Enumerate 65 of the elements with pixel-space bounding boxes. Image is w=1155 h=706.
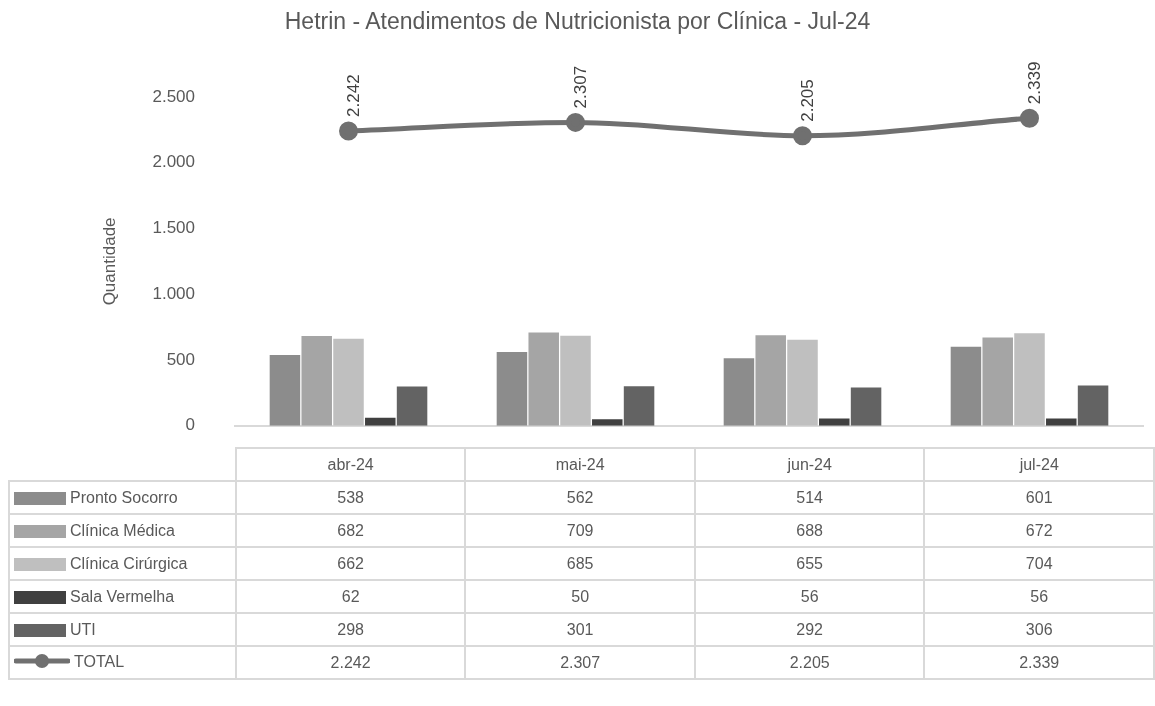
legend-label: UTI (9, 613, 236, 646)
bar (787, 339, 818, 426)
bar (301, 336, 332, 426)
bar (1014, 333, 1045, 426)
text: 2.205 (798, 79, 818, 122)
bar (819, 418, 850, 426)
data-label: 672 (924, 514, 1154, 547)
data-label: 62 (235, 580, 466, 613)
bar (723, 358, 755, 426)
text: 2.307 (571, 65, 591, 109)
bar (592, 419, 623, 426)
data-label: 682 (235, 514, 466, 547)
data-label: 709 (465, 514, 695, 547)
data-label: 2.307 (465, 646, 695, 679)
y-tick-label: 500 (166, 349, 195, 369)
bar (333, 338, 364, 426)
y-tick-label: 1.000 (152, 283, 195, 303)
data-label: 2.339 (924, 646, 1154, 679)
data-label: 56 (694, 580, 925, 613)
data-label: 292 (694, 613, 925, 646)
data-label: 306 (924, 613, 1154, 646)
legend-label: Clínica Cirúrgica (9, 547, 236, 580)
text: 2.339 (1025, 61, 1045, 105)
data-label: 514 (694, 481, 925, 514)
data-label: 688 (694, 514, 925, 547)
data-label: 655 (694, 547, 925, 580)
data-label: 2.242 (235, 646, 466, 679)
x-tick-label: mai-24 (465, 448, 695, 481)
data-label: 56 (924, 580, 1154, 613)
data-label: 662 (235, 547, 466, 580)
y-axis-title: Quantidade (99, 217, 119, 306)
chart-title: Hetrin - Atendimentos de Nutricionista por Clínica - Jul-24 (283, 8, 872, 35)
data-label: 562 (465, 481, 695, 514)
data-label: 301 (465, 613, 695, 646)
data-label: 2.205 (694, 646, 925, 679)
data-label: 298 (235, 613, 466, 646)
bar (496, 351, 528, 426)
y-tick-label: 1.500 (152, 218, 195, 238)
data-label: 685 (465, 547, 695, 580)
bar (850, 387, 882, 426)
bar (560, 335, 591, 426)
legend-label: TOTAL (9, 646, 236, 679)
bar (1046, 418, 1077, 426)
legend-label: Sala Vermelha (9, 580, 236, 613)
legend-label: Clínica Médica (9, 514, 236, 547)
legend-label: Pronto Socorro (9, 481, 236, 514)
data-label: 704 (924, 547, 1154, 580)
x-tick-label: jun-24 (694, 448, 925, 481)
text: 2.242 (344, 74, 364, 117)
bar (396, 386, 428, 426)
y-tick-label: 0 (185, 415, 195, 435)
x-tick-label: abr-24 (235, 448, 466, 481)
y-tick-label: 2.000 (152, 152, 195, 172)
bar (982, 337, 1013, 426)
bar (950, 346, 982, 426)
x-tick-label: jul-24 (924, 448, 1154, 481)
data-label: 538 (235, 481, 466, 514)
bar (623, 386, 655, 426)
bar (1077, 385, 1109, 426)
bar (755, 335, 786, 426)
bar (269, 355, 301, 426)
data-label: 601 (924, 481, 1154, 514)
data-label: 50 (465, 580, 695, 613)
y-tick-label: 2.500 (152, 86, 195, 106)
bar (528, 332, 559, 426)
